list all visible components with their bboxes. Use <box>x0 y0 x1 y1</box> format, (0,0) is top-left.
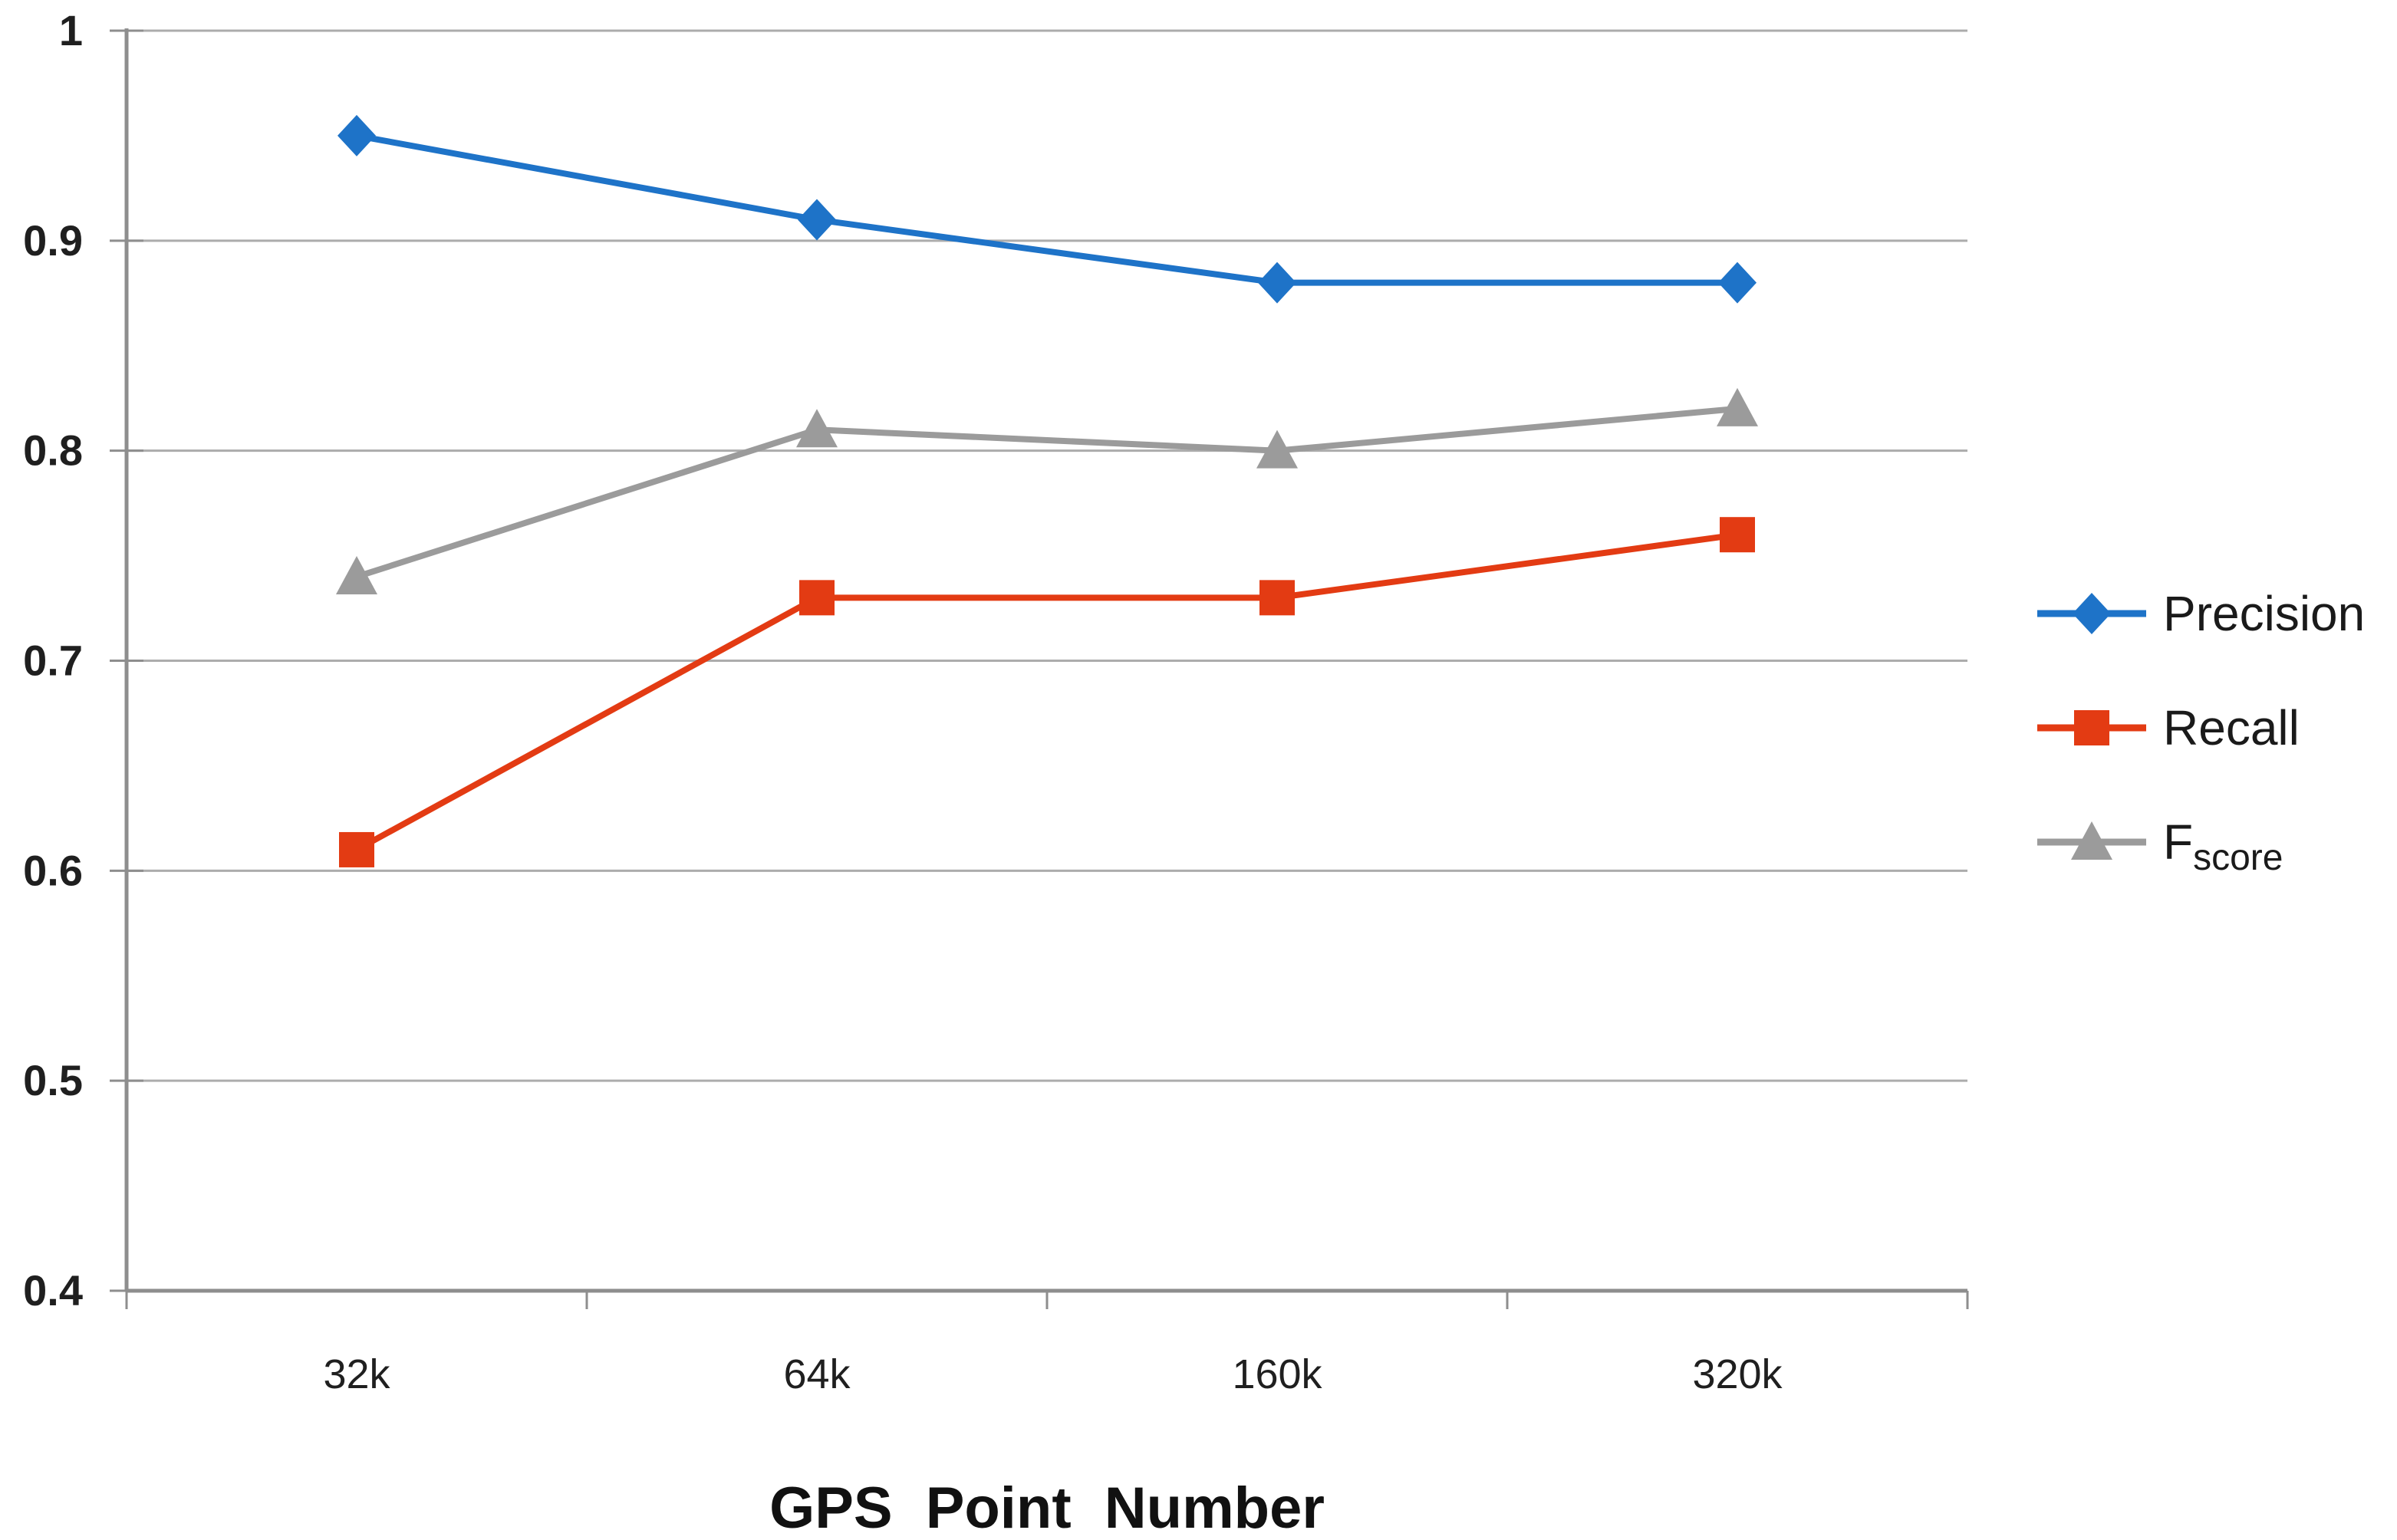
precision-marker-64k <box>798 199 836 241</box>
fscore-marker-64k <box>796 409 838 448</box>
recall-marker-32k <box>339 831 374 867</box>
legend-marker-recall <box>2074 710 2109 745</box>
legend-marker-precision <box>2073 593 2111 634</box>
y-tick-label-0.8: 0.8 <box>23 426 83 475</box>
fscore-marker-32k <box>336 555 377 594</box>
recall-marker-160k <box>1259 580 1295 616</box>
x-axis-title: GPS Point Number <box>769 1476 1325 1540</box>
series-line-precision <box>354 132 1740 286</box>
y-tick-marks <box>110 29 143 1292</box>
series-recall <box>339 517 1755 867</box>
legend: Precision Recall Fscore <box>2037 586 2365 878</box>
y-tick-labels: 1 0.9 0.8 0.7 0.6 0.5 0.4 <box>23 6 83 1315</box>
gridlines <box>127 29 1967 1082</box>
precision-marker-160k <box>1258 262 1296 304</box>
y-tick-label-1: 1 <box>59 6 83 54</box>
legend-item-recall: Recall <box>2037 700 2300 755</box>
legend-marker-fscore <box>2071 821 2112 860</box>
series-line-fscore <box>354 405 1740 580</box>
x-tick-label-32k: 32k <box>323 1351 390 1397</box>
recall-marker-320k <box>1720 517 1755 553</box>
x-tick-label-320k: 320k <box>1692 1351 1783 1397</box>
series-fscore <box>336 387 1758 594</box>
x-tick-labels: 32k 64k 160k 320k <box>323 1351 1783 1397</box>
y-tick-label-0.9: 0.9 <box>23 216 83 265</box>
recall-marker-64k <box>799 580 835 616</box>
series-precision <box>337 114 1757 304</box>
legend-label-precision: Precision <box>2163 586 2365 641</box>
x-tick-label-64k: 64k <box>783 1351 851 1397</box>
x-tick-marks <box>125 1291 1969 1309</box>
legend-label-recall: Recall <box>2163 700 2300 755</box>
fscore-marker-160k <box>1256 429 1298 469</box>
fscore-marker-320k <box>1717 387 1758 426</box>
series-line-recall <box>354 531 1740 853</box>
y-tick-label-0.5: 0.5 <box>23 1056 83 1104</box>
legend-item-precision: Precision <box>2037 586 2365 641</box>
y-tick-label-0.7: 0.7 <box>23 637 83 685</box>
data-series <box>336 114 1758 867</box>
legend-label-fscore: Fscore <box>2163 814 2283 878</box>
precision-marker-320k <box>1718 262 1757 304</box>
y-tick-label-0.6: 0.6 <box>23 846 83 894</box>
x-tick-label-160k: 160k <box>1232 1351 1322 1397</box>
legend-item-fscore: Fscore <box>2037 814 2283 878</box>
y-tick-label-0.4: 0.4 <box>23 1266 83 1315</box>
precision-marker-32k <box>337 114 376 156</box>
